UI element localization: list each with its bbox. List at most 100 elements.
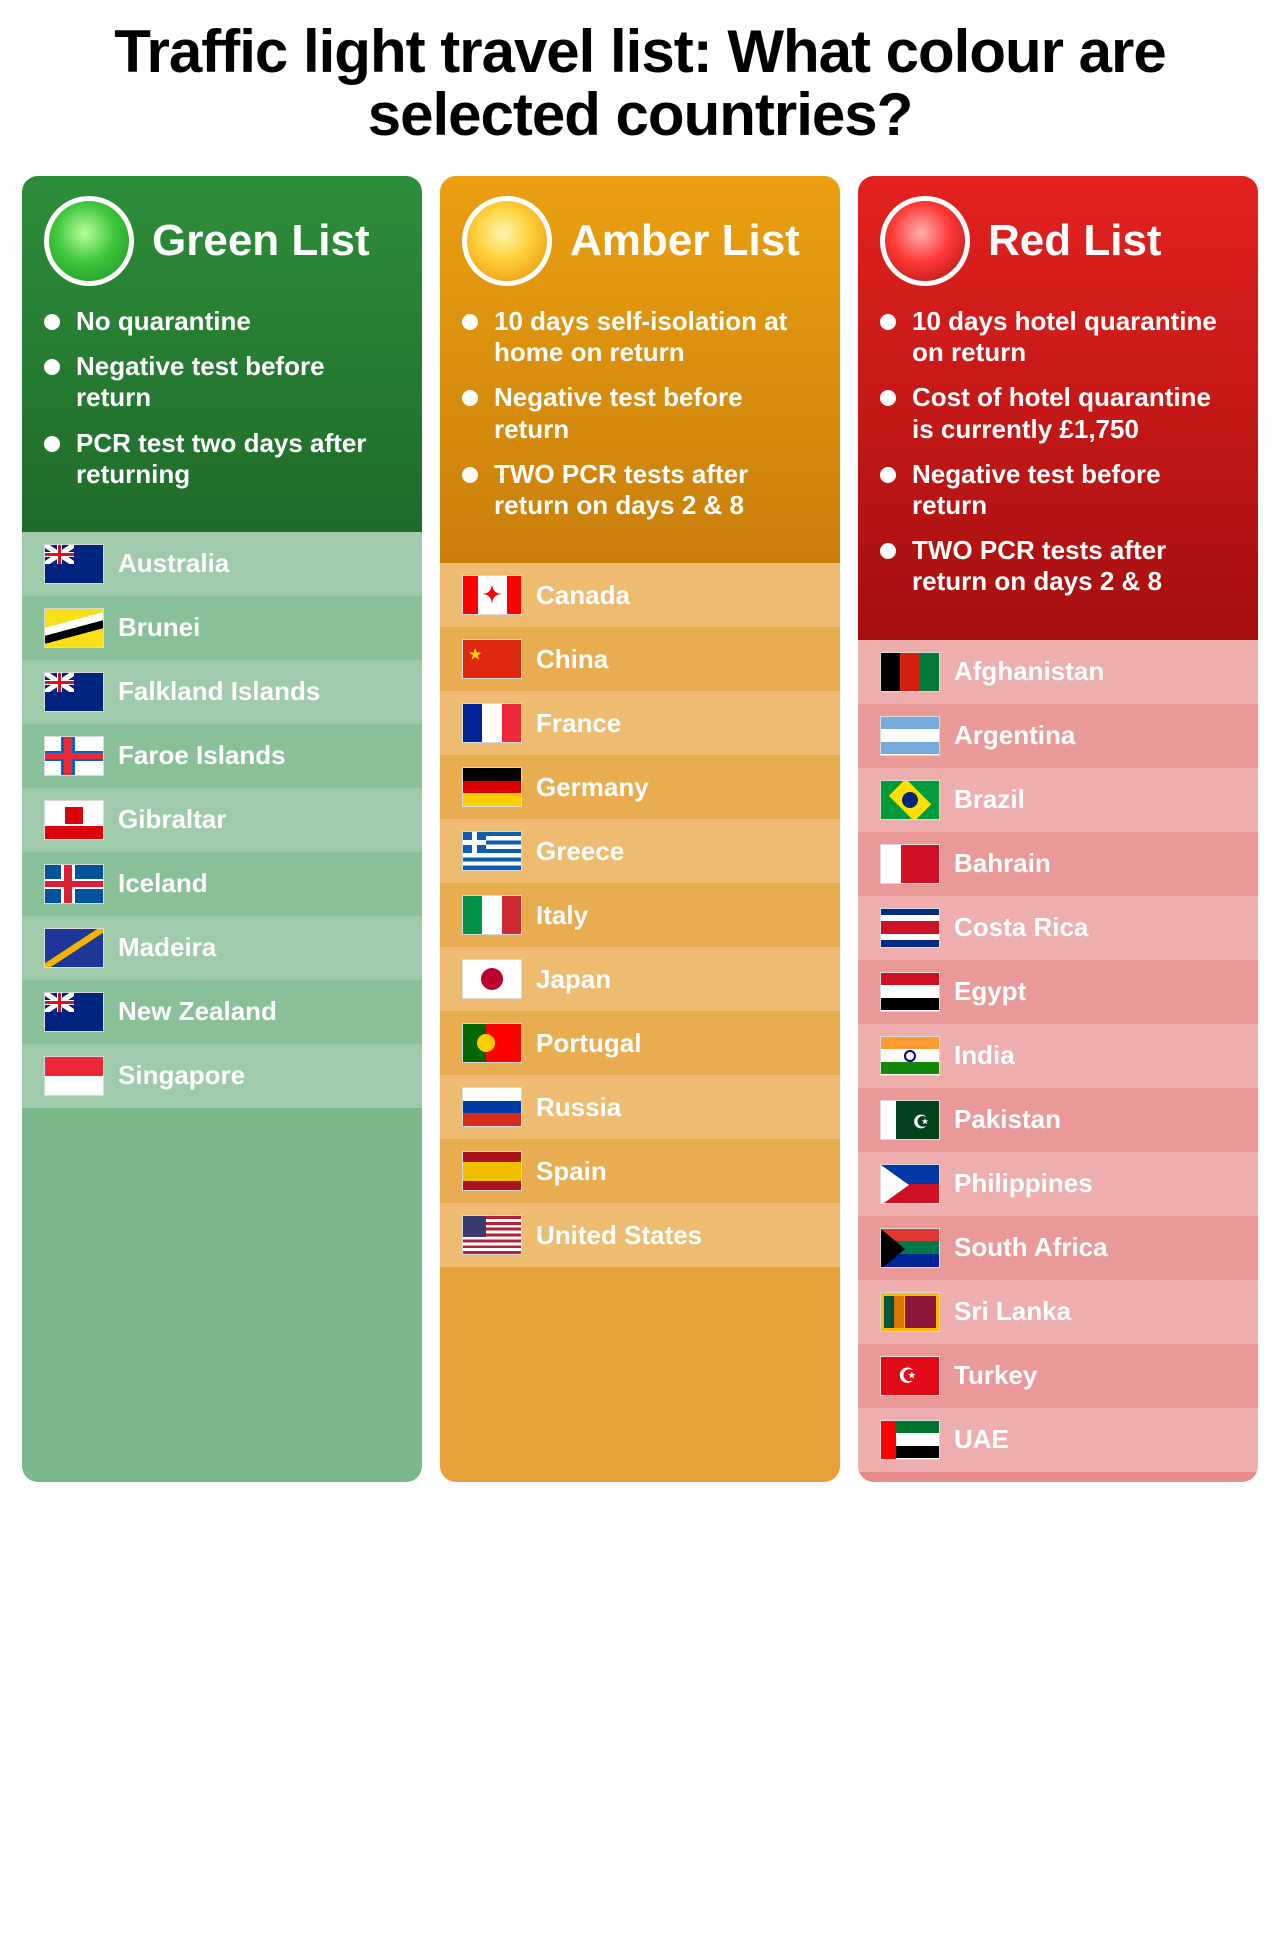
green-title: Green List — [152, 219, 370, 263]
green-header: Green ListNo quarantineNegative test bef… — [22, 176, 422, 532]
flag-icon — [462, 703, 522, 743]
flag-icon: ☪ — [880, 1100, 940, 1140]
flag-icon — [44, 928, 104, 968]
flag-icon — [880, 1420, 940, 1460]
country-name: Madeira — [118, 932, 216, 963]
flag-icon — [44, 736, 104, 776]
amber-column: Amber List10 days self-isolation at home… — [440, 176, 840, 1482]
country-row: Russia — [440, 1075, 840, 1139]
country-row: Philippines — [858, 1152, 1258, 1216]
rule-item: TWO PCR tests after return on days 2 & 8 — [462, 459, 818, 521]
country-row: Afghanistan — [858, 640, 1258, 704]
country-name: Falkland Islands — [118, 676, 320, 707]
country-name: Greece — [536, 836, 624, 867]
flag-icon — [880, 716, 940, 756]
rule-item: Negative test before return — [880, 459, 1236, 521]
flag-icon — [880, 908, 940, 948]
flag-icon — [462, 895, 522, 935]
country-row: Japan — [440, 947, 840, 1011]
flag-icon — [880, 1164, 940, 1204]
country-name: China — [536, 644, 608, 675]
country-name: Japan — [536, 964, 611, 995]
country-row: Iceland — [22, 852, 422, 916]
country-name: Spain — [536, 1156, 607, 1187]
country-name: Faroe Islands — [118, 740, 286, 771]
flag-icon — [880, 1228, 940, 1268]
country-name: United States — [536, 1220, 702, 1251]
country-name: Gibraltar — [118, 804, 226, 835]
flag-icon — [44, 608, 104, 648]
country-name: Argentina — [954, 720, 1075, 751]
country-name: Sri Lanka — [954, 1296, 1071, 1327]
country-name: Turkey — [954, 1360, 1037, 1391]
country-name: Singapore — [118, 1060, 245, 1091]
flag-icon — [462, 1215, 522, 1255]
flag-icon — [462, 1087, 522, 1127]
columns-container: Green ListNo quarantineNegative test bef… — [20, 176, 1260, 1482]
country-name: Russia — [536, 1092, 621, 1123]
flag-icon — [880, 1036, 940, 1076]
flag-icon — [880, 844, 940, 884]
green-countries: Australia Brunei Falkland Islands Faroe Isl… — [22, 532, 422, 1482]
country-row: ✦Canada — [440, 563, 840, 627]
amber-light-icon — [462, 196, 552, 286]
country-row: Madeira — [22, 916, 422, 980]
flag-icon — [44, 544, 104, 584]
country-name: Portugal — [536, 1028, 641, 1059]
country-row: New Zealand — [22, 980, 422, 1044]
country-name: Afghanistan — [954, 656, 1104, 687]
country-row: Italy — [440, 883, 840, 947]
country-row: Germany — [440, 755, 840, 819]
country-row: Faroe Islands — [22, 724, 422, 788]
country-row: Singapore — [22, 1044, 422, 1108]
red-header: Red List10 days hotel quarantine on retu… — [858, 176, 1258, 640]
country-row: ★ China — [440, 627, 840, 691]
red-column: Red List10 days hotel quarantine on retu… — [858, 176, 1258, 1482]
flag-icon — [880, 780, 940, 820]
country-name: India — [954, 1040, 1015, 1071]
country-row: Spain — [440, 1139, 840, 1203]
red-rules: 10 days hotel quarantine on returnCost o… — [880, 306, 1236, 598]
flag-icon — [44, 800, 104, 840]
flag-icon — [462, 767, 522, 807]
country-name: Egypt — [954, 976, 1026, 1007]
country-name: Italy — [536, 900, 588, 931]
country-row: Brunei — [22, 596, 422, 660]
page-title: Traffic light travel list: What colour a… — [20, 20, 1260, 146]
country-name: Costa Rica — [954, 912, 1088, 943]
country-name: Australia — [118, 548, 229, 579]
country-name: Pakistan — [954, 1104, 1061, 1135]
country-name: Brazil — [954, 784, 1025, 815]
country-name: UAE — [954, 1424, 1009, 1455]
flag-icon: ☪ — [880, 1356, 940, 1396]
green-column: Green ListNo quarantineNegative test bef… — [22, 176, 422, 1482]
country-row: Argentina — [858, 704, 1258, 768]
flag-icon — [880, 652, 940, 692]
rule-item: PCR test two days after returning — [44, 428, 400, 490]
red-countries: Afghanistan Argentina Brazil Bahrain Costa R… — [858, 640, 1258, 1482]
country-row: Australia — [22, 532, 422, 596]
country-row: Sri Lanka — [858, 1280, 1258, 1344]
red-light-icon — [880, 196, 970, 286]
country-name: Philippines — [954, 1168, 1093, 1199]
country-row: ☪ Turkey — [858, 1344, 1258, 1408]
flag-icon — [462, 831, 522, 871]
flag-icon — [880, 1292, 940, 1332]
country-name: Germany — [536, 772, 649, 803]
country-name: Bahrain — [954, 848, 1051, 879]
country-name: Iceland — [118, 868, 208, 899]
country-row: Bahrain — [858, 832, 1258, 896]
country-name: France — [536, 708, 621, 739]
rule-item: Negative test before return — [44, 351, 400, 413]
green-light-icon — [44, 196, 134, 286]
amber-header: Amber List10 days self-isolation at home… — [440, 176, 840, 563]
flag-icon — [44, 672, 104, 712]
flag-icon: ★ — [462, 639, 522, 679]
flag-icon — [880, 972, 940, 1012]
flag-icon — [462, 1151, 522, 1191]
country-row: Egypt — [858, 960, 1258, 1024]
amber-title: Amber List — [570, 219, 800, 263]
amber-countries: ✦Canada ★ China France Germany Greece Italy Jap… — [440, 563, 840, 1481]
country-row: India — [858, 1024, 1258, 1088]
country-row: ☪ Pakistan — [858, 1088, 1258, 1152]
